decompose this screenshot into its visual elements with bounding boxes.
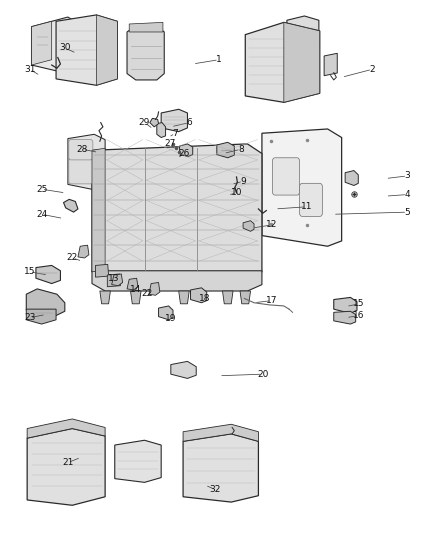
Text: 28: 28 xyxy=(77,145,88,154)
Polygon shape xyxy=(26,309,56,324)
Polygon shape xyxy=(240,291,251,304)
FancyBboxPatch shape xyxy=(272,158,300,195)
Text: 23: 23 xyxy=(24,313,35,322)
Polygon shape xyxy=(56,15,117,85)
Polygon shape xyxy=(107,274,120,287)
Polygon shape xyxy=(78,245,89,258)
Text: 14: 14 xyxy=(130,286,141,294)
Polygon shape xyxy=(171,361,196,378)
FancyBboxPatch shape xyxy=(69,140,93,160)
Text: 22: 22 xyxy=(67,254,78,262)
Text: 3: 3 xyxy=(404,172,410,180)
Polygon shape xyxy=(150,118,159,127)
Polygon shape xyxy=(284,22,320,102)
Text: 15: 15 xyxy=(353,300,365,308)
Polygon shape xyxy=(127,278,138,290)
Polygon shape xyxy=(262,129,342,246)
Polygon shape xyxy=(243,221,254,231)
Text: 21: 21 xyxy=(62,458,74,467)
Text: 32: 32 xyxy=(209,485,220,494)
Polygon shape xyxy=(27,419,105,438)
Text: 7: 7 xyxy=(172,129,178,138)
Text: 22: 22 xyxy=(141,289,152,297)
Text: 9: 9 xyxy=(240,177,246,185)
Polygon shape xyxy=(26,289,65,316)
Polygon shape xyxy=(159,306,173,320)
Polygon shape xyxy=(217,142,234,158)
Text: 6: 6 xyxy=(186,118,192,127)
Polygon shape xyxy=(149,282,160,295)
Text: 17: 17 xyxy=(266,296,277,305)
Polygon shape xyxy=(96,15,117,85)
Polygon shape xyxy=(115,440,161,482)
Text: 11: 11 xyxy=(301,203,312,211)
Text: 2: 2 xyxy=(370,65,375,74)
Polygon shape xyxy=(157,123,166,138)
Text: 8: 8 xyxy=(238,145,244,154)
Polygon shape xyxy=(334,297,357,313)
Polygon shape xyxy=(345,171,358,185)
Polygon shape xyxy=(112,274,123,286)
Polygon shape xyxy=(245,22,320,102)
Polygon shape xyxy=(127,26,164,80)
Text: 24: 24 xyxy=(36,210,47,219)
Polygon shape xyxy=(179,291,189,304)
Text: 20: 20 xyxy=(257,370,268,378)
Polygon shape xyxy=(191,288,207,303)
Text: 13: 13 xyxy=(108,274,120,282)
FancyBboxPatch shape xyxy=(300,183,322,216)
Polygon shape xyxy=(68,134,105,190)
Text: 30: 30 xyxy=(59,44,71,52)
Text: 26: 26 xyxy=(178,149,190,158)
Text: 29: 29 xyxy=(139,118,150,127)
Polygon shape xyxy=(95,264,109,277)
Polygon shape xyxy=(92,271,262,291)
Polygon shape xyxy=(334,311,356,324)
Polygon shape xyxy=(161,109,187,132)
Polygon shape xyxy=(324,53,337,76)
Text: 4: 4 xyxy=(405,190,410,199)
Polygon shape xyxy=(223,291,233,304)
Polygon shape xyxy=(27,429,105,505)
Polygon shape xyxy=(36,265,60,284)
Text: 19: 19 xyxy=(165,314,177,323)
Polygon shape xyxy=(32,17,83,74)
Polygon shape xyxy=(131,291,141,304)
Text: 5: 5 xyxy=(404,208,410,216)
Polygon shape xyxy=(183,434,258,502)
Text: 1: 1 xyxy=(216,55,222,64)
Text: 12: 12 xyxy=(266,221,277,229)
Polygon shape xyxy=(92,144,262,278)
Text: 16: 16 xyxy=(353,311,365,320)
Polygon shape xyxy=(180,144,193,157)
Text: 27: 27 xyxy=(164,140,176,148)
Polygon shape xyxy=(100,291,110,304)
Text: 31: 31 xyxy=(24,65,35,74)
Text: 10: 10 xyxy=(231,189,242,197)
Polygon shape xyxy=(183,424,258,441)
Polygon shape xyxy=(32,21,52,65)
Text: 18: 18 xyxy=(199,294,211,303)
Polygon shape xyxy=(129,22,163,32)
Text: 25: 25 xyxy=(36,185,47,193)
Polygon shape xyxy=(287,16,319,49)
FancyBboxPatch shape xyxy=(69,158,93,184)
Text: 15: 15 xyxy=(24,268,35,276)
Polygon shape xyxy=(92,148,105,272)
Polygon shape xyxy=(64,199,78,212)
